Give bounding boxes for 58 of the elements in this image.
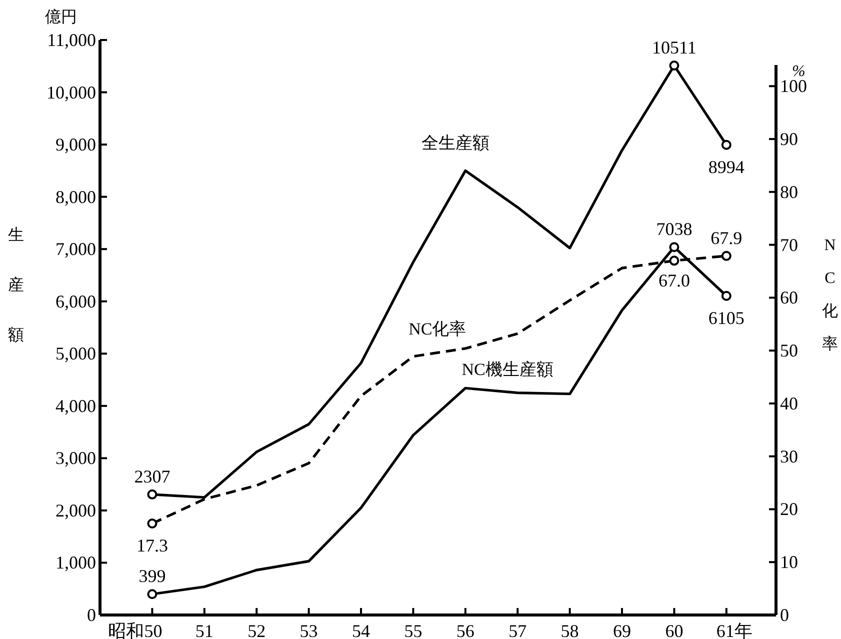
point bbox=[669, 60, 680, 71]
x-tick-label: 55 bbox=[404, 621, 422, 639]
data-label: 8994 bbox=[708, 156, 744, 177]
y-tick-label: 2,000 bbox=[56, 500, 96, 520]
y-tick-label: 8,000 bbox=[56, 186, 96, 207]
data-label: 7038 bbox=[656, 219, 692, 240]
y2-tick-label: 0 bbox=[780, 605, 789, 625]
x-tick-label: 57 bbox=[508, 621, 527, 639]
data-label: 10511 bbox=[652, 38, 696, 58]
x-tick-label: 61年 bbox=[716, 621, 752, 639]
series-label: NC機生産額 bbox=[462, 360, 554, 379]
x-tick-label: 60 bbox=[665, 621, 684, 639]
y-tick-label: 10,000 bbox=[46, 82, 96, 102]
y-tick-label: 3,000 bbox=[56, 448, 96, 468]
y2-tick-label: 20 bbox=[780, 499, 798, 520]
y2-tick-label: 70 bbox=[780, 234, 798, 255]
y-tick-label: 0 bbox=[87, 605, 96, 625]
text: 億円 bbox=[45, 8, 77, 26]
data-label: 6105 bbox=[708, 308, 744, 328]
y-tick-label: 11,000 bbox=[47, 30, 96, 50]
point bbox=[721, 290, 732, 301]
x-tick-label: 53 bbox=[300, 621, 318, 639]
y2-tick-label: 10 bbox=[780, 552, 798, 572]
y2-tick-label: 90 bbox=[780, 129, 798, 150]
point bbox=[147, 489, 158, 500]
y2-tick-label: 50 bbox=[780, 340, 798, 361]
y-tick-label: 5,000 bbox=[56, 344, 96, 364]
point bbox=[721, 140, 732, 150]
x-tick-label: 51 bbox=[195, 621, 214, 639]
point bbox=[669, 256, 680, 266]
y-tick-label: 9,000 bbox=[56, 134, 96, 155]
text: 生産額 bbox=[8, 227, 24, 344]
y2-axis-title: NC化率 bbox=[822, 237, 838, 353]
x-tick-label: 54 bbox=[352, 621, 370, 639]
x-tick-label: 69 bbox=[613, 621, 632, 639]
point bbox=[669, 242, 680, 252]
y2-tick-label: 40 bbox=[780, 393, 798, 414]
point bbox=[147, 518, 158, 529]
point bbox=[147, 589, 158, 600]
point bbox=[721, 250, 732, 261]
y-tick-label: 7,000 bbox=[56, 239, 96, 260]
y-tick-label: 4,000 bbox=[56, 396, 96, 416]
x-tick-label: 56 bbox=[456, 621, 474, 639]
series-label: NC化率 bbox=[408, 319, 466, 338]
x-tick-label: 52 bbox=[248, 621, 266, 639]
data-label: 67.9 bbox=[710, 228, 742, 248]
series-label: 全生産額 bbox=[421, 134, 490, 153]
data-label: 399 bbox=[138, 566, 166, 586]
y-tick-label: 1,000 bbox=[56, 552, 96, 573]
y2-tick-label: 80 bbox=[780, 182, 798, 202]
y2-tick-label: 30 bbox=[780, 446, 798, 466]
data-label: 17.3 bbox=[136, 536, 168, 556]
data-label: 67.0 bbox=[658, 270, 690, 291]
x-tick-label: 昭和50 bbox=[108, 621, 162, 639]
y-tick-label: 6,000 bbox=[56, 291, 96, 312]
x-tick-label: 58 bbox=[560, 621, 579, 639]
y2-tick-label: 60 bbox=[780, 288, 798, 308]
data-label: 2307 bbox=[134, 466, 170, 486]
